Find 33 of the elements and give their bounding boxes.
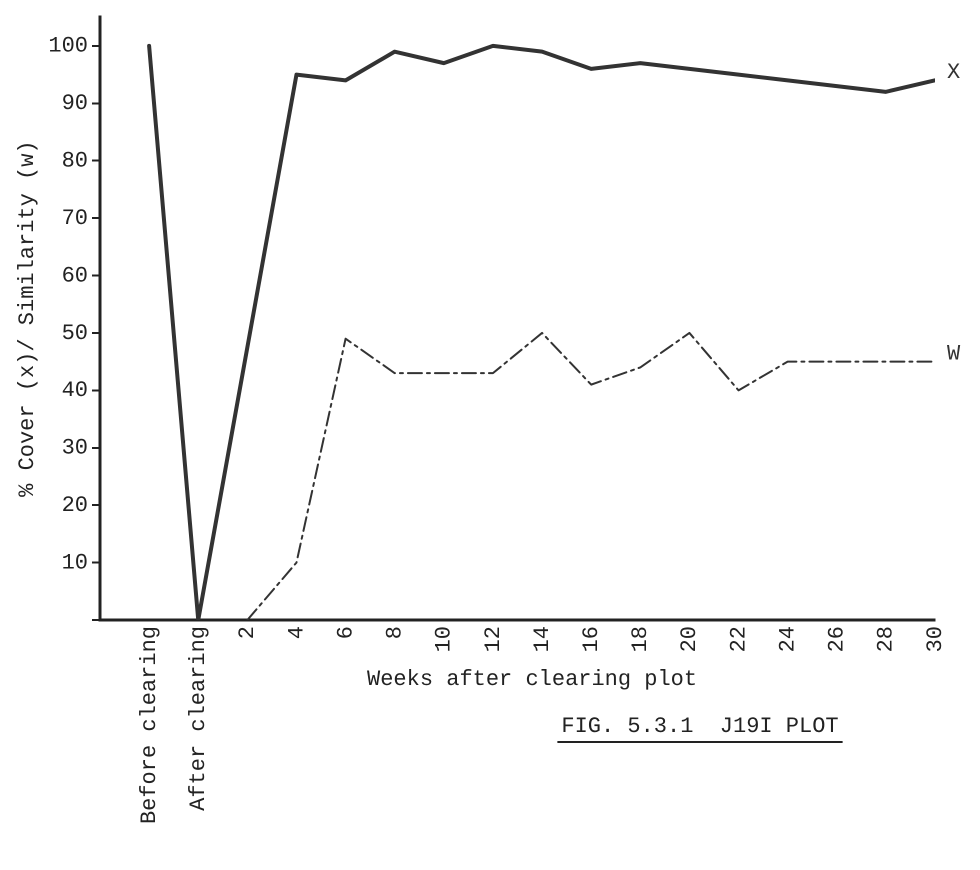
y-tick-label: 40 <box>62 378 88 404</box>
x-tick-label: 26 <box>824 626 850 652</box>
x-tick-label: 6 <box>333 626 358 640</box>
y-axis-title: % Cover (x)/ Similarity (w) <box>15 140 40 497</box>
series-label: X <box>947 60 960 86</box>
y-tick-label: 20 <box>62 493 88 518</box>
y-tick-label: 60 <box>62 263 88 288</box>
x-tick-label: 10 <box>432 626 457 652</box>
series-label: W <box>947 341 961 366</box>
x-tick-label: 28 <box>874 626 899 652</box>
x-tick-label: 2 <box>235 626 260 640</box>
x-tick-label: 14 <box>530 626 555 652</box>
x-tick-label: 12 <box>480 626 506 652</box>
x-tick-label: 18 <box>628 626 654 652</box>
x-tick-label: 16 <box>579 626 604 652</box>
x-tick-label: 22 <box>726 626 752 652</box>
y-tick-label: 90 <box>62 91 88 116</box>
y-tick-label: 100 <box>48 34 88 59</box>
x-tick-label: 30 <box>922 626 948 652</box>
y-tick-label: 10 <box>62 550 88 576</box>
x-tick-label: 24 <box>775 626 800 652</box>
y-tick-label: 30 <box>62 436 88 461</box>
caption: FIG. 5.3.1 J19I PLOT <box>561 714 839 739</box>
y-tick-label: 80 <box>62 148 88 174</box>
x-tick-label: 20 <box>677 626 702 652</box>
x-tick-label: Before clearing <box>136 626 162 824</box>
x-tick-label: 4 <box>284 626 310 640</box>
x-tick-label: After clearing <box>186 626 212 811</box>
x-axis-title: Weeks after clearing plot <box>367 666 698 692</box>
x-tick-label: 8 <box>382 626 408 640</box>
y-tick-label: 70 <box>62 206 88 231</box>
line-series <box>246 332 935 620</box>
y-tick-label: 50 <box>62 320 88 346</box>
